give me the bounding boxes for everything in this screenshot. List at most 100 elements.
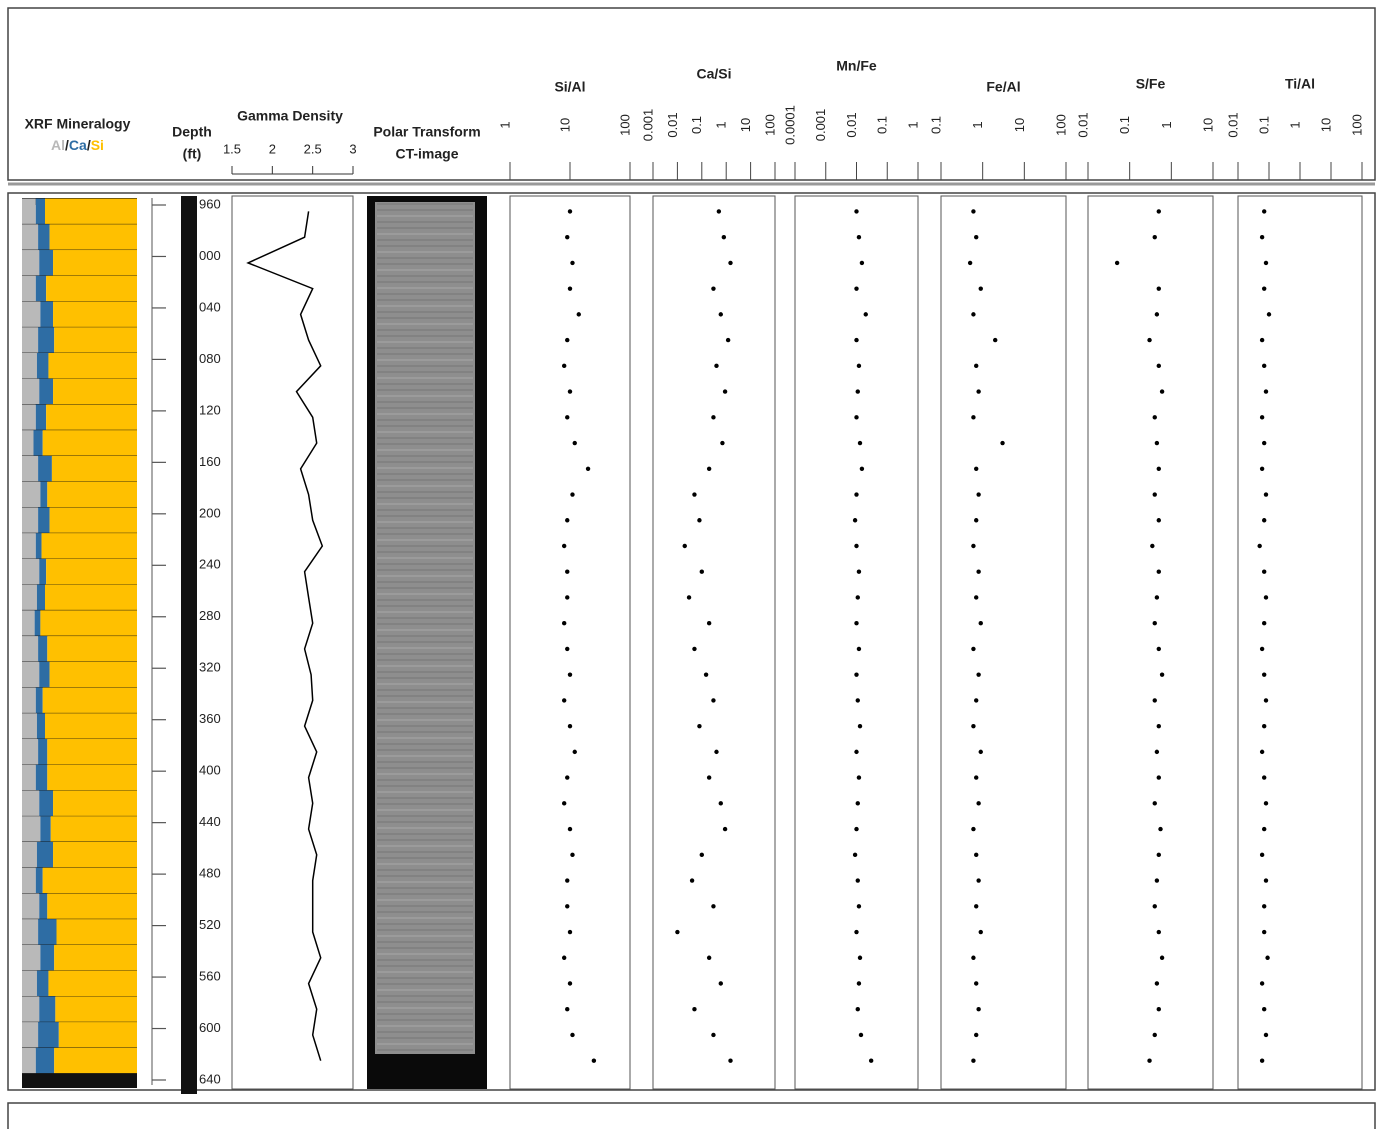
mineral-segment: [53, 250, 137, 276]
data-point: [974, 1033, 978, 1037]
mineral-segment: [45, 713, 137, 739]
data-point: [1264, 261, 1268, 265]
data-point: [971, 544, 975, 548]
data-point: [722, 235, 726, 239]
data-point: [692, 1007, 696, 1011]
mineral-segment: [36, 688, 43, 714]
x-tick-label: 100: [617, 114, 632, 136]
body-box: [8, 193, 1375, 1090]
track-box: [795, 196, 918, 1089]
mineral-segment: [52, 456, 137, 482]
data-point: [856, 389, 860, 393]
x-tick-label: 0.001: [640, 109, 655, 142]
data-point: [690, 878, 694, 882]
data-point: [719, 981, 723, 985]
depth-tick-label: 040: [199, 299, 221, 314]
mineral-segment: [22, 559, 39, 585]
x-tick-label: 1: [905, 121, 920, 128]
data-point: [1265, 956, 1269, 960]
x-tick-label: 0.01: [1225, 112, 1240, 137]
track-box: [653, 196, 775, 1089]
mineral-segment: [40, 482, 47, 508]
mineral-segment: [36, 276, 46, 302]
data-point: [714, 750, 718, 754]
x-tick-label: 100: [1349, 114, 1364, 136]
data-point: [1262, 621, 1266, 625]
mineral-segment: [38, 919, 56, 945]
data-point: [1153, 698, 1157, 702]
data-point: [707, 621, 711, 625]
data-point: [1157, 775, 1161, 779]
mineral-segment: [38, 456, 52, 482]
data-point: [1155, 595, 1159, 599]
mineral-segment: [53, 842, 137, 868]
data-point: [993, 338, 997, 342]
mineral-segment: [36, 765, 48, 791]
track-box: [941, 196, 1066, 1089]
data-point: [1260, 467, 1264, 471]
data-point: [974, 775, 978, 779]
depth-tick-label: 240: [199, 557, 221, 572]
data-point: [1262, 930, 1266, 934]
mineral-segment: [54, 327, 137, 353]
data-point: [971, 956, 975, 960]
mineral-segment: [43, 430, 137, 456]
mineral-segment: [38, 1022, 59, 1048]
mineral-segment: [37, 585, 45, 611]
mineral-segment: [50, 224, 137, 250]
mineral-segment: [53, 379, 137, 405]
data-point: [562, 698, 566, 702]
data-point: [1260, 647, 1264, 651]
well-log: XRF MineralogyAl/Ca/SiDepth(ft)960000040…: [0, 0, 1377, 1129]
data-point: [711, 286, 715, 290]
mineral-segment: [46, 559, 137, 585]
mineral-segment: [36, 404, 46, 430]
mineral-segment: [36, 1048, 54, 1074]
depth-tick-label: 160: [199, 454, 221, 469]
data-point: [1262, 570, 1266, 574]
data-point: [968, 261, 972, 265]
data-point: [726, 338, 730, 342]
track-title: Si/Al: [554, 79, 585, 95]
mineral-segment: [22, 199, 36, 225]
data-point: [971, 647, 975, 651]
mineral-segment: [22, 636, 38, 662]
data-point: [570, 261, 574, 265]
legend-entry: Al: [51, 137, 65, 153]
data-point: [1000, 441, 1004, 445]
data-point: [728, 261, 732, 265]
data-point: [854, 338, 858, 342]
data-point: [858, 441, 862, 445]
data-point: [1260, 981, 1264, 985]
depth-tick-label: 560: [199, 968, 221, 983]
data-point: [974, 853, 978, 857]
mineral-segment: [39, 379, 53, 405]
mineral-segment: [22, 893, 39, 919]
mineral-segment: [36, 199, 45, 225]
mineral-segment: [22, 379, 39, 405]
data-point: [1160, 389, 1164, 393]
data-point: [570, 853, 574, 857]
data-point: [974, 467, 978, 471]
depth-tick-label: 360: [199, 711, 221, 726]
data-point: [853, 853, 857, 857]
data-point: [856, 595, 860, 599]
legend-entry: Si: [91, 137, 104, 153]
depth-tick-label: 080: [199, 351, 221, 366]
data-point: [860, 467, 864, 471]
track-title: CT-image: [395, 146, 458, 162]
depth-tick-label: 480: [199, 866, 221, 881]
data-point: [586, 467, 590, 471]
data-point: [719, 312, 723, 316]
mineral-segment: [22, 1048, 36, 1074]
mineral-segment: [40, 302, 53, 328]
mineral-segment: [22, 482, 40, 508]
data-point: [565, 1007, 569, 1011]
track-title: Ti/Al: [1285, 76, 1315, 92]
data-point: [1262, 518, 1266, 522]
data-point: [971, 827, 975, 831]
x-tick-label: 0.1: [875, 116, 890, 134]
data-point: [562, 544, 566, 548]
mineral-segment: [45, 585, 137, 611]
data-point: [573, 750, 577, 754]
